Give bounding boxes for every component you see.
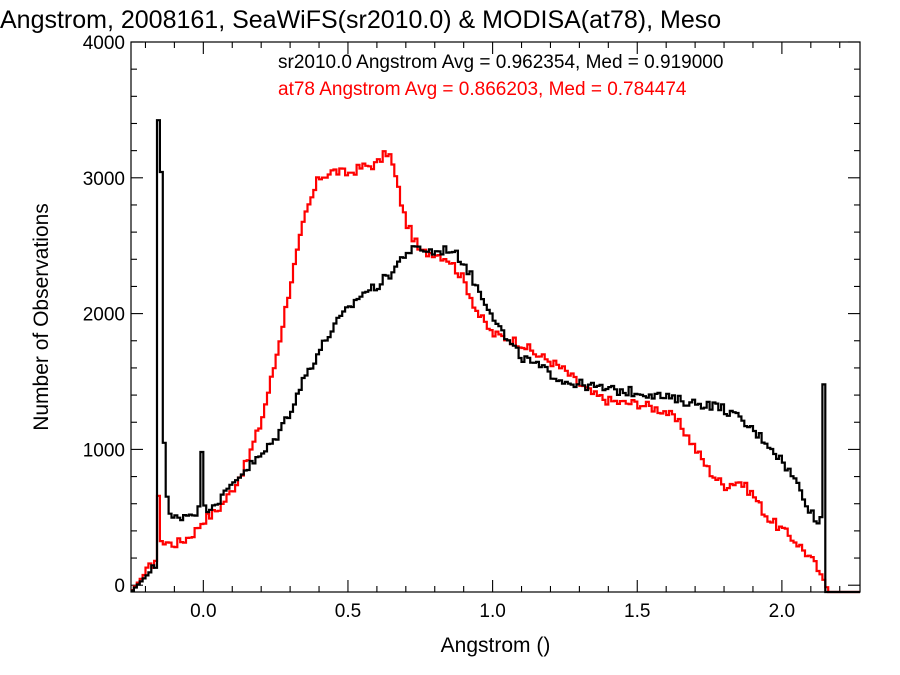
x-tick-label: 1.5 bbox=[624, 601, 650, 622]
series-layer bbox=[131, 119, 860, 594]
x-axis-label: Angstrom () bbox=[441, 634, 551, 657]
plot-border bbox=[130, 41, 861, 593]
series-line-sr2010-0 bbox=[131, 119, 860, 594]
y-axis-label: Number of Observations bbox=[30, 203, 53, 431]
x-axis: 0.0 0.5 1.0 1.5 2.0 bbox=[144, 42, 841, 622]
legend: sr2010.0 Angstrom Avg = 0.962354, Med = … bbox=[278, 52, 723, 100]
x-tick-label: 1.0 bbox=[479, 601, 505, 622]
legend-entry: at78 Angstrom Avg = 0.866203, Med = 0.78… bbox=[278, 79, 687, 100]
series-line-at78 bbox=[131, 150, 860, 594]
y-tick-label: 3000 bbox=[83, 169, 125, 190]
y-axis: 0 1000 2000 3000 4000 bbox=[83, 33, 860, 597]
chart-title: Angstrom, 2008161, SeaWiFS(sr2010.0) & M… bbox=[0, 6, 721, 34]
x-tick-label: 2.0 bbox=[769, 601, 795, 622]
plot-frame bbox=[130, 41, 861, 593]
y-tick-label: 4000 bbox=[83, 33, 125, 54]
x-tick-label: 0.5 bbox=[335, 601, 361, 622]
legend-entry: sr2010.0 Angstrom Avg = 0.962354, Med = … bbox=[278, 52, 723, 73]
y-tick-label: 0 bbox=[114, 576, 125, 597]
x-tick-label: 0.0 bbox=[190, 601, 216, 622]
y-tick-label: 1000 bbox=[83, 440, 125, 461]
y-tick-label: 2000 bbox=[83, 305, 125, 326]
